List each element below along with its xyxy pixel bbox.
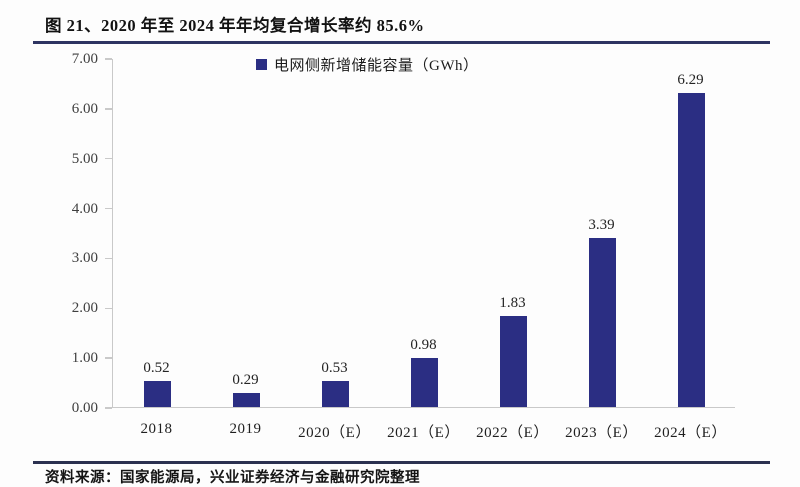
y-axis-tick [105, 58, 112, 60]
x-axis-label: 2020（E） [298, 425, 371, 441]
y-axis-tick [105, 407, 112, 409]
bar [589, 237, 616, 407]
y-axis-label: 0.00 [71, 400, 98, 416]
x-axis-label: 2023（E） [565, 425, 638, 441]
x-axis-label: 2018 [140, 421, 173, 437]
x-axis-label: 2021（E） [387, 425, 460, 441]
y-axis-label: 5.00 [71, 150, 98, 167]
x-axis-label: 2022（E） [476, 425, 549, 441]
y-axis-tick [105, 157, 112, 160]
y-axis-tick [105, 357, 112, 359]
y-axis-label: 1.00 [71, 350, 98, 367]
y-axis-tick [105, 207, 112, 210]
bar-value-label: 0.52 [143, 360, 170, 377]
title-divider [33, 41, 770, 44]
bar [233, 392, 260, 407]
bar-value-label: 6.29 [677, 72, 704, 89]
bar [678, 93, 705, 407]
plot-area [112, 59, 735, 408]
x-axis-label: 2024（E） [654, 425, 727, 441]
y-axis-tick [105, 307, 112, 310]
bar-value-label: 0.53 [321, 359, 348, 376]
y-axis-label: 3.00 [71, 250, 98, 267]
figure-title: 图 21、2020 年至 2024 年年均复合增长率约 85.6% [45, 16, 425, 35]
chart-legend: 电网侧新增储能容量（GWh） [256, 55, 479, 74]
bar [411, 358, 438, 407]
y-axis-label: 7.00 [71, 51, 98, 67]
legend-label: 电网侧新增储能容量（GWh） [274, 57, 479, 74]
bar [144, 381, 171, 407]
y-axis-label: 4.00 [71, 200, 98, 217]
footer-divider [33, 461, 770, 464]
legend-swatch-icon [256, 58, 267, 70]
bar-value-label: 0.29 [232, 371, 259, 388]
bar [500, 315, 527, 407]
y-axis-tick [105, 257, 112, 260]
source-note: 资料来源：国家能源局，兴业证券经济与金融研究院整理 [45, 470, 420, 486]
y-axis-tick [105, 108, 112, 110]
y-axis-label: 2.00 [71, 300, 98, 317]
bar-value-label: 3.39 [588, 216, 615, 233]
bar [322, 380, 349, 407]
x-axis-label: 2019 [229, 421, 262, 437]
y-axis-label: 6.00 [71, 100, 98, 117]
bar-value-label: 1.83 [499, 294, 526, 311]
bar-value-label: 0.98 [410, 337, 437, 354]
